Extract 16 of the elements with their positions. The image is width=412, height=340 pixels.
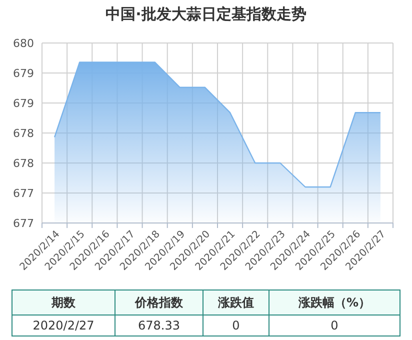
text: 涨跌幅（%） bbox=[297, 296, 371, 310]
text: 价格指数 bbox=[134, 296, 184, 310]
chart-title: 中国·批发大蒜日定基指数走势 bbox=[106, 5, 306, 23]
y-tick-label: 679 bbox=[13, 66, 34, 80]
text: 0 bbox=[232, 318, 240, 333]
text: 2020/2/27 bbox=[32, 318, 94, 333]
text: 678.33 bbox=[138, 318, 180, 333]
y-tick-label: 677 bbox=[13, 216, 34, 230]
text: 涨跌值 bbox=[217, 296, 254, 310]
y-tick-label: 678 bbox=[13, 126, 34, 140]
y-tick-label: 678 bbox=[13, 156, 34, 170]
y-tick-label: 680 bbox=[13, 36, 34, 50]
text: 期数 bbox=[50, 296, 76, 310]
y-tick-label: 677 bbox=[13, 186, 34, 200]
y-tick-label: 679 bbox=[13, 96, 34, 110]
text: 0 bbox=[330, 318, 338, 333]
